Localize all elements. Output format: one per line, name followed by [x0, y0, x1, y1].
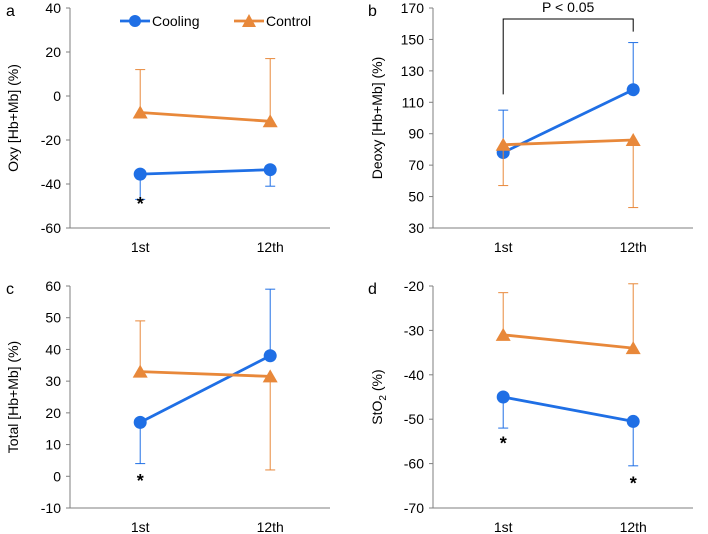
series-control — [495, 283, 641, 355]
series-line — [140, 111, 271, 123]
series-cooling — [133, 288, 277, 465]
y-tick-label: 40 — [45, 341, 61, 357]
panel-b: b 30 50 70 90 110 130 150 170 1st 12th Deoxy [Hb+Mb… — [368, 0, 693, 255]
series-line — [140, 370, 271, 378]
data-point — [133, 415, 147, 429]
y-tick-label: -20 — [41, 132, 61, 148]
y-axis-title: Total [Hb+Mb] (%) — [5, 341, 21, 453]
x-tick-label: 12th — [620, 239, 647, 255]
data-point — [263, 163, 277, 177]
panel-c: c -10 0 10 20 30 40 50 60 1st 12th Total [Hb+Mb] (%… — [5, 278, 330, 534]
panel-letter: b — [368, 3, 377, 20]
y-tick-label: 40 — [45, 0, 61, 16]
y-tick-label: 60 — [45, 278, 61, 294]
y-tick-label: 50 — [45, 310, 61, 326]
data-point — [495, 327, 511, 341]
y-tick-label: 90 — [408, 126, 424, 142]
x-tick-label: 1st — [494, 519, 513, 534]
series-line — [140, 168, 271, 176]
x-tick-label: 12th — [620, 519, 647, 534]
y-tick-label: 110 — [402, 94, 425, 110]
x-tick-label: 1st — [494, 239, 513, 255]
legend-label: Cooling — [152, 13, 199, 29]
series-line — [139, 354, 271, 424]
data-point — [262, 114, 278, 128]
series-line — [502, 88, 634, 154]
data-point — [133, 167, 147, 181]
significance-marker: * — [500, 434, 507, 454]
y-tick-label: 30 — [408, 220, 424, 236]
series-control — [495, 133, 641, 209]
x-tick-label: 1st — [131, 519, 150, 534]
x-tick-label: 12th — [257, 239, 284, 255]
significance-bracket — [502, 18, 634, 95]
y-tick-label: 20 — [45, 44, 61, 60]
series-cooling — [496, 390, 640, 467]
y-axis-title: StO2 (%) — [369, 369, 389, 424]
y-tick-label: -50 — [404, 411, 424, 427]
y-tick-label: 10 — [45, 437, 61, 453]
y-tick-label: -40 — [41, 176, 61, 192]
y-tick-label: 70 — [408, 157, 424, 173]
y-tick-label: -30 — [404, 322, 424, 338]
series-line — [502, 395, 634, 423]
data-point — [132, 364, 148, 378]
data-point — [625, 133, 641, 146]
panel-letter: a — [6, 3, 15, 20]
y-tick-label: -60 — [404, 456, 424, 472]
data-point — [132, 105, 148, 119]
series-control — [132, 320, 278, 471]
panel-letter: c — [6, 281, 14, 298]
data-point — [262, 369, 278, 383]
data-point — [496, 390, 510, 404]
y-tick-label: -10 — [41, 500, 61, 516]
y-tick-label: 30 — [45, 373, 61, 389]
legend-item-cooling: Cooling — [120, 13, 199, 29]
significance-marker: * — [630, 474, 637, 494]
x-tick-label: 1st — [131, 239, 150, 255]
series-line — [503, 333, 634, 350]
y-tick-label: -70 — [404, 500, 424, 516]
panel-a: a -60 -40 -20 0 20 40 1st 12th Oxy [Hb+Mb] (%) * — [5, 0, 330, 255]
y-axis-title: Deoxy [Hb+Mb] (%) — [369, 57, 385, 180]
data-point — [495, 137, 511, 151]
y-tick-label: -20 — [404, 278, 424, 294]
series-control — [132, 58, 278, 128]
y-tick-label: 150 — [401, 31, 425, 47]
y-tick-label: -40 — [404, 367, 424, 383]
legend-circle-icon — [129, 15, 141, 27]
panel-letter: d — [368, 281, 377, 298]
y-tick-label: -60 — [41, 220, 61, 236]
panel-d: d -70 -60 -50 -40 -30 -20 1st 12th StO2 (%) * * — [368, 278, 693, 534]
legend-item-control: Control — [234, 13, 311, 29]
series-line — [503, 138, 634, 147]
p-value-label: P < 0.05 — [542, 0, 595, 15]
y-tick-label: 0 — [53, 468, 61, 484]
data-point — [626, 414, 640, 428]
significance-marker: * — [137, 471, 144, 491]
data-point — [625, 341, 641, 355]
y-tick-label: 20 — [45, 405, 61, 421]
data-point — [263, 349, 277, 363]
legend: Cooling Control — [120, 13, 311, 29]
significance-marker: * — [137, 194, 144, 214]
x-tick-label: 12th — [257, 519, 284, 534]
y-tick-label: 170 — [401, 0, 425, 16]
legend-triangle-icon — [242, 14, 256, 27]
y-tick-label: 130 — [401, 63, 425, 79]
data-point — [626, 83, 640, 97]
legend-label: Control — [266, 13, 311, 29]
y-tick-label: 0 — [53, 88, 61, 104]
y-tick-label: 50 — [408, 189, 424, 205]
series-cooling — [133, 163, 277, 200]
y-axis-title: Oxy [Hb+Mb] (%) — [5, 64, 21, 172]
